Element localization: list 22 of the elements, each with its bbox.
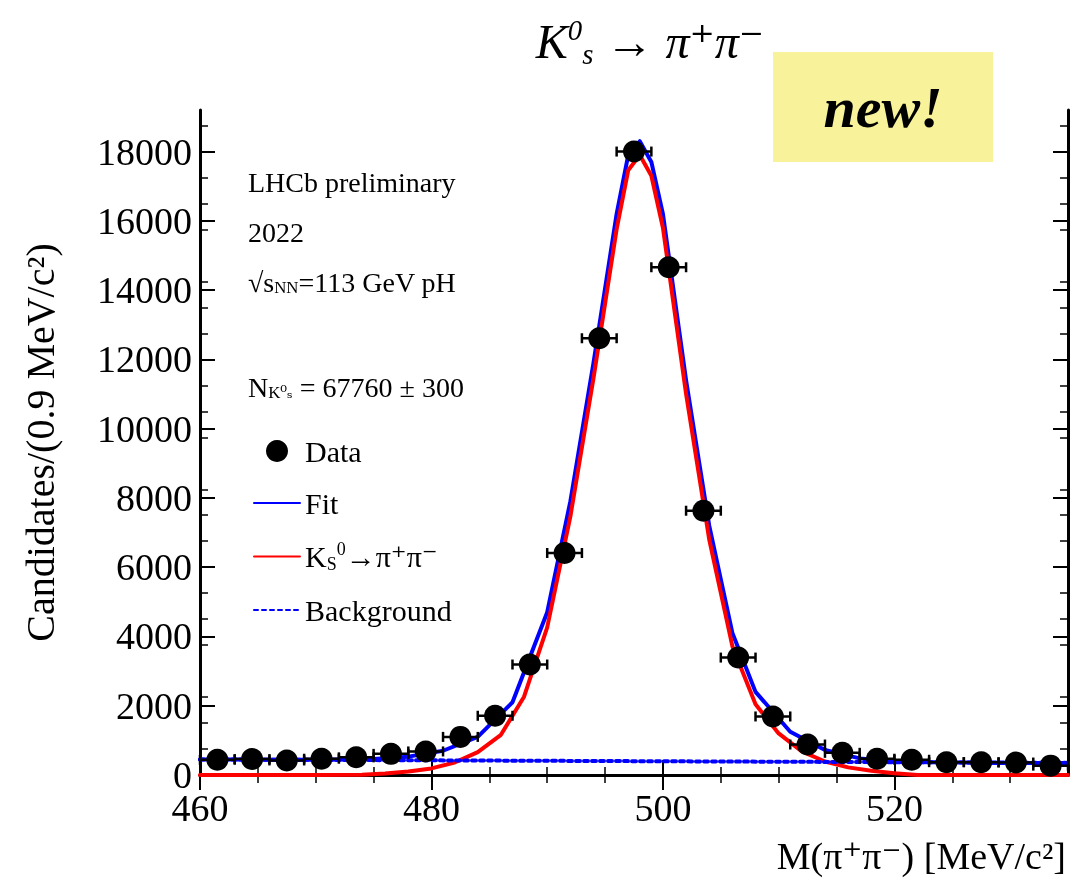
annotation: new! (823, 74, 943, 140)
y-tick-label: 6000 (116, 546, 192, 589)
x-tick-label: 500 (634, 787, 692, 829)
y-tick-label: 18000 (97, 130, 192, 173)
legend-label: Data (305, 434, 362, 468)
x-axis-title: M(π⁺π⁻) [MeV/c²] (776, 835, 1066, 878)
y-tick-label: 10000 (97, 407, 192, 450)
y-tick-label: 14000 (97, 269, 192, 312)
annotation: √sNN=113 GeV pH (248, 266, 456, 298)
y-tick-label: 8000 (116, 476, 192, 519)
legend-label: Fit (305, 486, 340, 520)
y-tick-label: 12000 (97, 338, 192, 381)
y-axis-title: Candidates/(0.9 MeV/c²) (17, 243, 63, 642)
y-tick-label: 4000 (116, 615, 192, 658)
x-tick-label: 520 (865, 787, 923, 829)
y-tick-label: 16000 (97, 199, 192, 242)
annotation: LHCb preliminary (248, 166, 456, 198)
annotation: 2022 (248, 216, 304, 248)
x-tick-label: 480 (402, 787, 460, 829)
annotation: NK⁰ₛ = 67760 ± 300 (248, 371, 464, 403)
legend-label: Background (305, 593, 452, 627)
y-tick-label: 2000 (116, 684, 192, 727)
